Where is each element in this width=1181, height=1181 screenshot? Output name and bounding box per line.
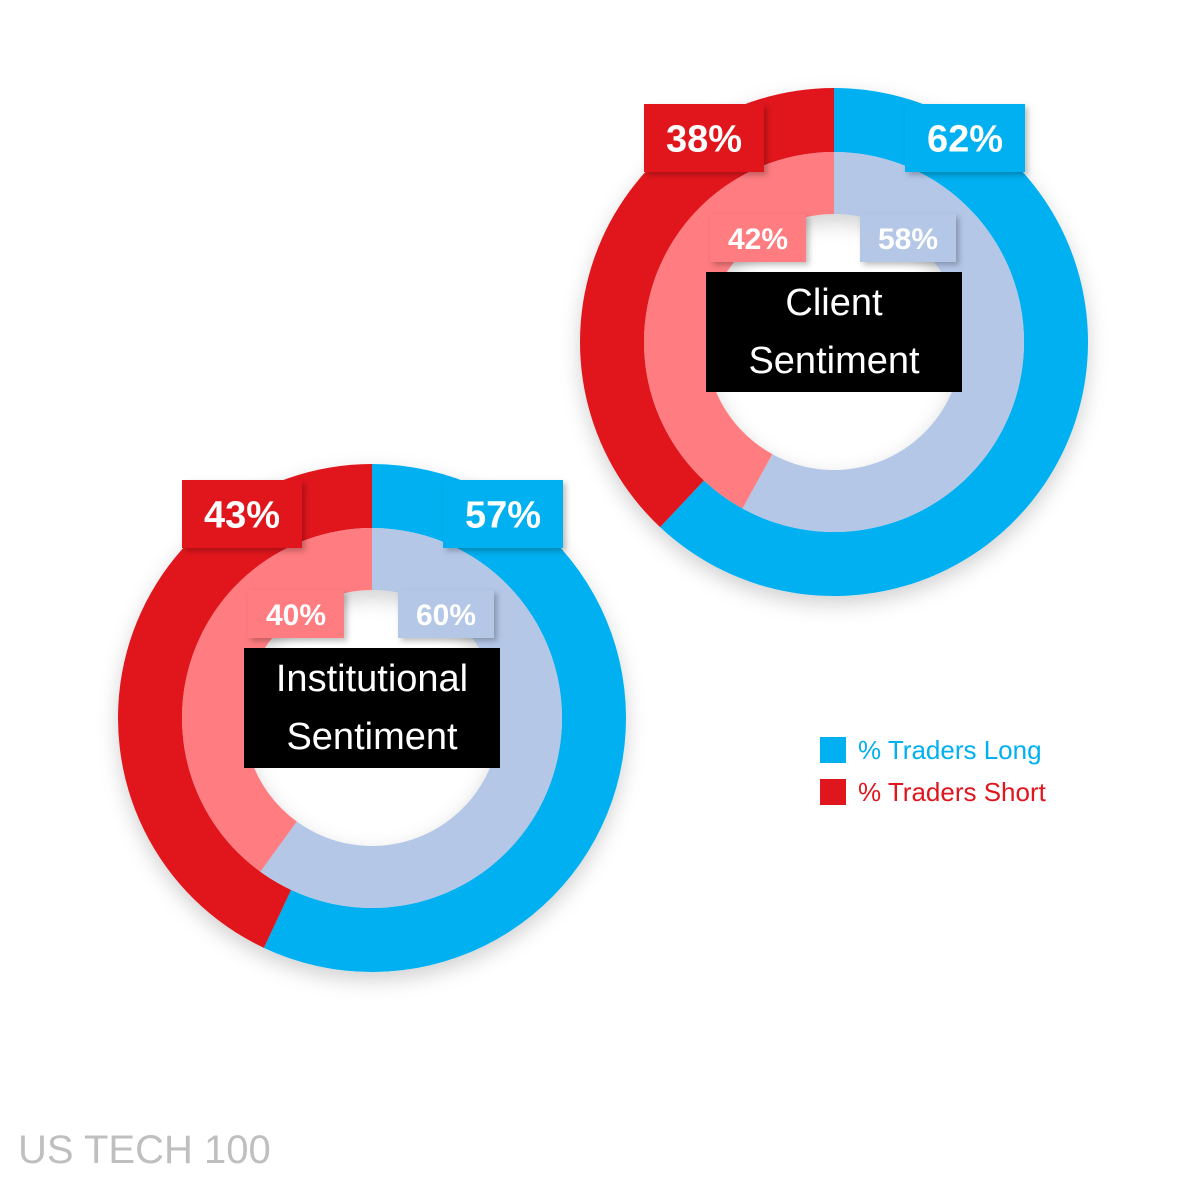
legend-label: % Traders Short <box>858 777 1047 807</box>
value-label: 42% <box>728 223 788 256</box>
value-label: 38% <box>666 119 742 161</box>
donut-segment <box>660 88 1089 597</box>
label-box <box>860 214 956 262</box>
label-box <box>248 590 344 638</box>
donut-segment <box>263 464 626 972</box>
donut-segment <box>580 88 834 528</box>
donut-title: Institutional Sentiment <box>244 648 500 768</box>
donut-title: Client Sentiment <box>706 272 962 392</box>
label-box <box>710 214 806 262</box>
label-box <box>905 104 1025 172</box>
value-label: 58% <box>878 223 938 256</box>
value-label: 43% <box>204 495 280 537</box>
label-box <box>644 104 764 172</box>
value-label: 40% <box>266 599 326 632</box>
legend-label: % Traders Long <box>858 735 1042 765</box>
legend-swatch <box>820 737 846 763</box>
caption: US TECH 100 <box>18 1128 271 1172</box>
legend-swatch <box>820 779 846 805</box>
label-box <box>398 590 494 638</box>
value-label: 57% <box>465 495 541 537</box>
label-box <box>443 480 563 548</box>
value-label: 62% <box>927 119 1003 161</box>
label-box <box>182 480 302 548</box>
donut-segment <box>644 152 834 509</box>
donut-segment <box>182 528 372 872</box>
value-label: 60% <box>416 599 476 632</box>
donut-segment <box>117 464 373 948</box>
